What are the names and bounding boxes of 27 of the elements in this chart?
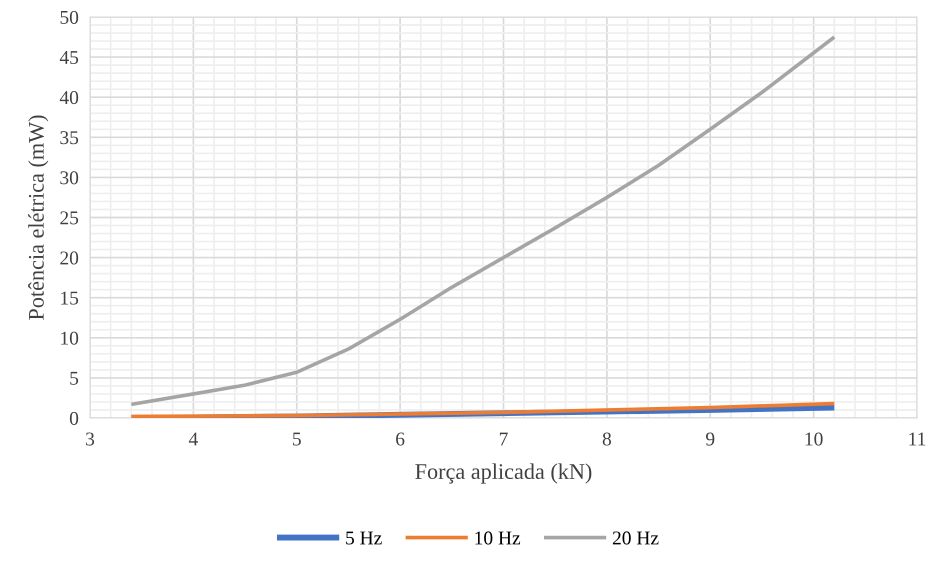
line-series bbox=[130, 402, 836, 418]
x-axis-title: Força aplicada (kN) bbox=[415, 463, 592, 484]
x-tick-label: 4 bbox=[188, 432, 198, 446]
y-tick-label: 5 bbox=[70, 372, 78, 385]
y-tick-label: 40 bbox=[60, 91, 78, 104]
y-tick-label: 10 bbox=[61, 332, 78, 345]
x-tick-label: 9 bbox=[706, 432, 714, 446]
legend-label: 5 Hz bbox=[346, 532, 382, 545]
y-tick-label: 15 bbox=[61, 292, 78, 305]
legend-label: 10 Hz bbox=[475, 531, 520, 545]
y-tick-label: 30 bbox=[60, 171, 78, 184]
legend-label: 20 Hz bbox=[612, 531, 658, 545]
y-tick-label: 20 bbox=[60, 251, 78, 265]
y-tick-label: 45 bbox=[60, 51, 78, 64]
x-tick-label: 6 bbox=[396, 432, 404, 446]
y-tick-label: 0 bbox=[70, 412, 78, 425]
x-tick-label: 7 bbox=[500, 432, 508, 446]
y-tick-label: 50 bbox=[60, 10, 78, 24]
y-tick-label: 25 bbox=[60, 211, 78, 224]
line-series bbox=[130, 35, 836, 406]
x-tick-label: 10 bbox=[806, 432, 823, 446]
y-axis-title: Potência elétrica (mW) bbox=[28, 115, 48, 320]
x-tick-label: 11 bbox=[909, 432, 926, 446]
x-tick-label: 8 bbox=[602, 432, 611, 446]
x-tick-label: 5 bbox=[293, 432, 301, 446]
x-tick-label: 3 bbox=[86, 432, 94, 446]
y-tick-label: 35 bbox=[60, 131, 78, 144]
